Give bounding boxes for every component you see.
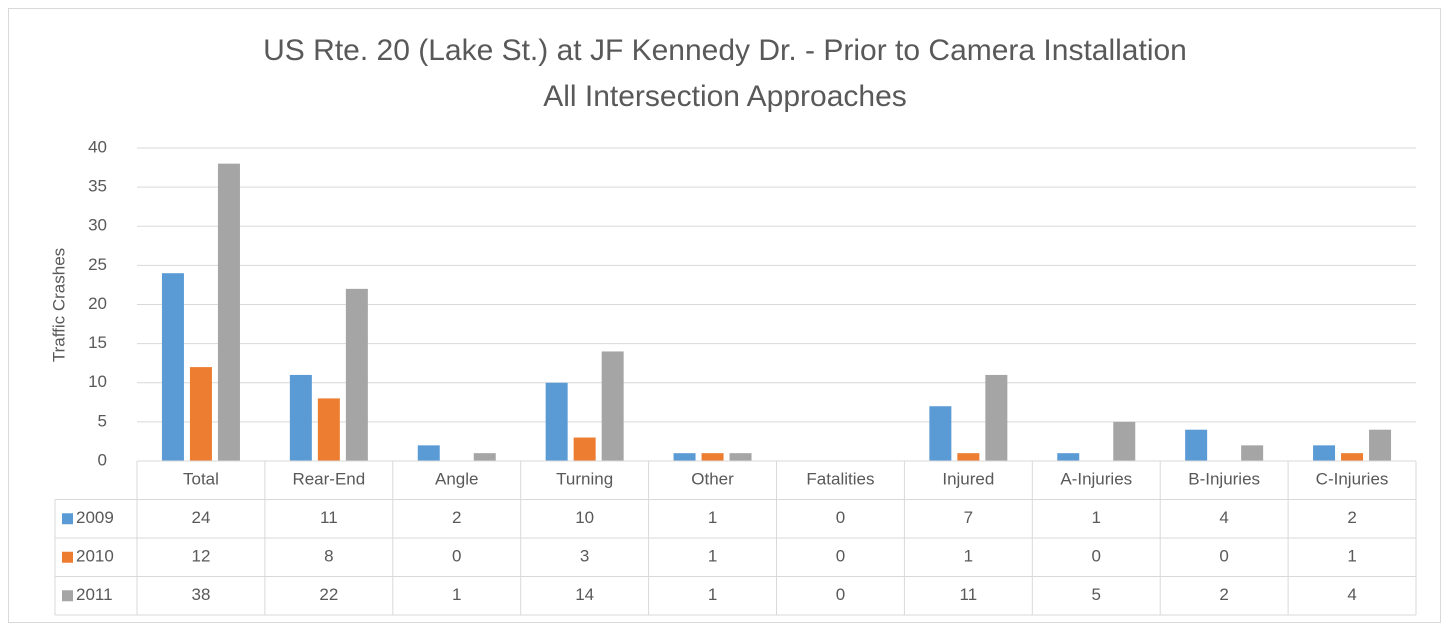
table-cell: 1 [708, 585, 717, 604]
bar [545, 382, 568, 461]
bar [1369, 429, 1392, 461]
table-cell: 0 [836, 547, 845, 566]
bar [701, 453, 724, 461]
table-cell: 11 [960, 585, 978, 604]
bar [929, 406, 952, 461]
table-cell: 0 [452, 547, 461, 566]
y-tick-label: 5 [98, 411, 107, 430]
table-cell: 11 [320, 508, 338, 527]
bar [161, 273, 184, 461]
table-cell: 10 [575, 508, 594, 527]
bar [673, 453, 696, 461]
y-tick-label: 25 [88, 255, 107, 274]
x-tick-label: B-Injuries [1188, 470, 1260, 489]
bar [1313, 445, 1336, 461]
legend-key [62, 590, 73, 602]
legend-key [62, 513, 73, 525]
bar [317, 398, 340, 461]
x-tick-label: Rear-End [292, 470, 365, 489]
bar [957, 453, 980, 461]
table-cell: 0 [1219, 547, 1228, 566]
bar [1341, 453, 1364, 461]
bar [417, 445, 440, 461]
table-cell: 7 [964, 508, 973, 527]
table-cell: 1 [708, 547, 717, 566]
legend-key [62, 551, 73, 563]
y-tick-label: 30 [88, 216, 107, 235]
table-cell: 1 [708, 508, 717, 527]
x-tick-label: Angle [435, 470, 478, 489]
table-cell: 8 [324, 547, 333, 566]
legend-label: 2010 [76, 547, 114, 566]
y-tick-label: 20 [88, 294, 107, 313]
table-cell: 38 [191, 585, 210, 604]
bar [1241, 445, 1264, 461]
x-tick-label: Injured [942, 470, 994, 489]
bar [601, 351, 624, 461]
y-tick-label: 0 [98, 450, 107, 469]
chart-title: US Rte. 20 (Lake St.) at JF Kennedy Dr. … [263, 34, 1187, 67]
table-cell: 2 [452, 508, 461, 527]
table-cell: 3 [580, 547, 589, 566]
chart-border [8, 8, 1441, 623]
x-tick-label: A-Injuries [1060, 470, 1132, 489]
x-tick-label: Total [183, 470, 219, 489]
table-cell: 2 [1219, 585, 1228, 604]
y-axis-label: Traffic Crashes [49, 248, 68, 362]
table-cell: 24 [191, 508, 210, 527]
bar [217, 163, 240, 461]
table-cell: 4 [1347, 585, 1356, 604]
table-cell: 0 [1092, 547, 1101, 566]
bar [189, 367, 212, 461]
table-cell: 1 [1347, 547, 1356, 566]
table-cell: 4 [1219, 508, 1228, 527]
bar [985, 374, 1008, 461]
table-cell: 22 [319, 585, 338, 604]
legend-label: 2011 [76, 585, 113, 604]
legend-label: 2009 [76, 508, 114, 527]
bar [729, 453, 752, 461]
bar [1113, 421, 1136, 461]
bar [573, 437, 596, 461]
table-cell: 1 [964, 547, 973, 566]
table-cell: 1 [452, 585, 461, 604]
x-tick-label: Other [691, 470, 734, 489]
y-tick-label: 10 [88, 372, 107, 391]
chart-subtitle: All Intersection Approaches [543, 80, 907, 113]
bar [1057, 453, 1080, 461]
bar [1185, 429, 1208, 461]
x-tick-label: C-Injuries [1316, 470, 1389, 489]
table-cell: 0 [836, 585, 845, 604]
table-cell: 5 [1092, 585, 1101, 604]
bar [473, 453, 496, 461]
table-cell: 14 [575, 585, 594, 604]
table-cell: 0 [836, 508, 845, 527]
table-cell: 1 [1092, 508, 1101, 527]
y-tick-label: 15 [88, 333, 107, 352]
table-cell: 12 [191, 547, 210, 566]
bar [345, 288, 368, 461]
y-tick-label: 35 [88, 177, 107, 196]
x-tick-label: Fatalities [806, 470, 874, 489]
y-tick-label: 40 [88, 137, 107, 156]
x-tick-label: Turning [556, 470, 613, 489]
bar [289, 374, 312, 461]
table-cell: 2 [1347, 508, 1356, 527]
